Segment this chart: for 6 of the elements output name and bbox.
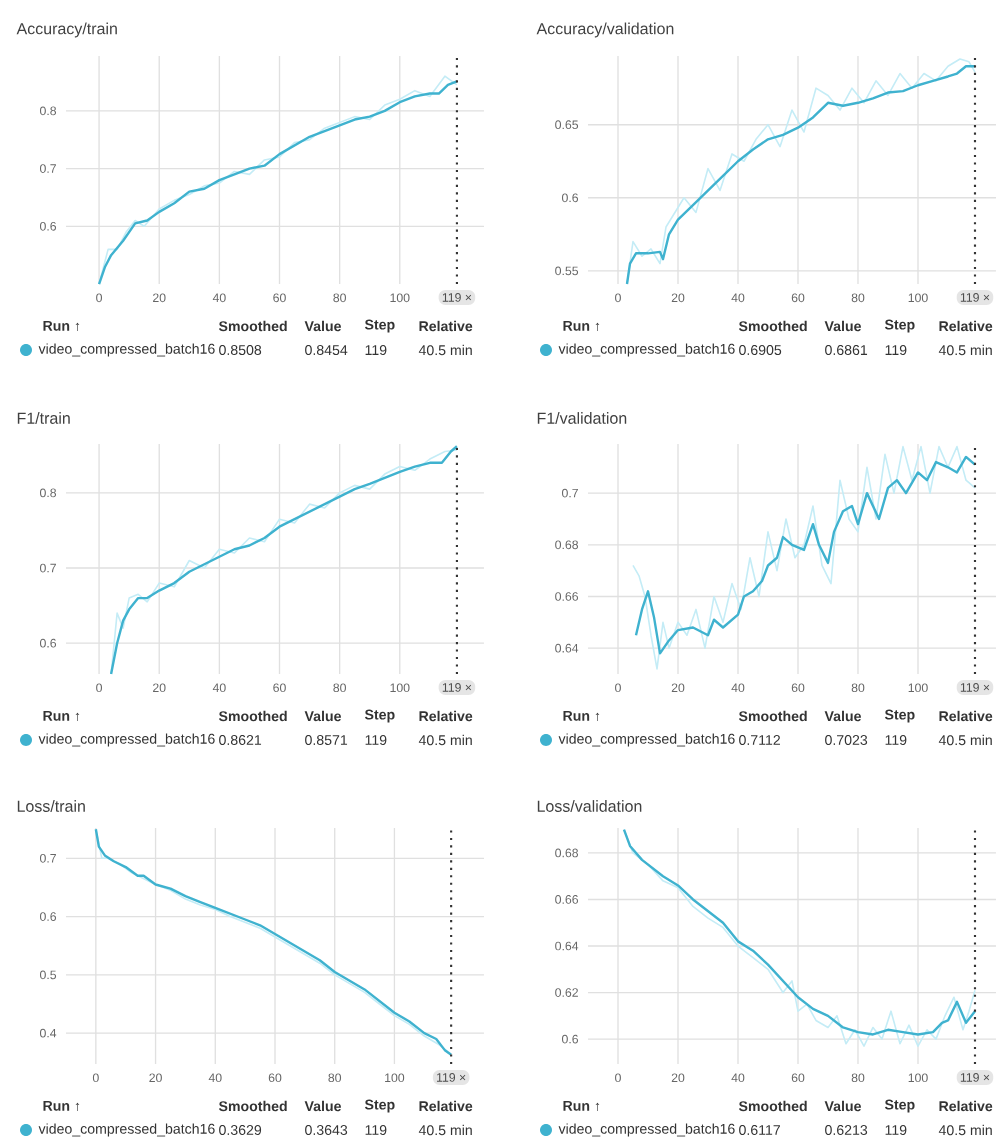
chart-title: Accuracy/validation bbox=[536, 22, 674, 38]
chart-title: Loss/train bbox=[17, 800, 85, 812]
chart-title: Loss/validation bbox=[537, 800, 642, 812]
chart-title: Accuracy/train bbox=[16, 22, 117, 38]
chart-title: F1/train bbox=[17, 412, 70, 424]
chart-title: F1/validation bbox=[537, 412, 627, 424]
